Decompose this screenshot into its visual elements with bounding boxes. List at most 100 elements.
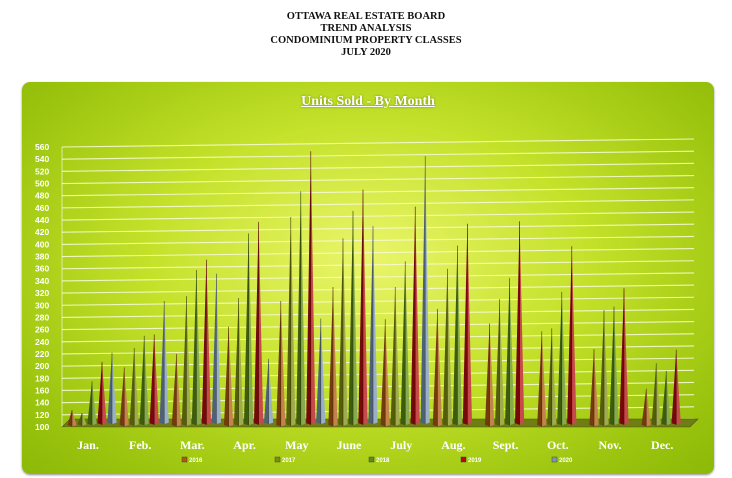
bar-2016-dec: [641, 388, 651, 427]
bar-2016-apr-dark-face: [224, 326, 229, 427]
gridline: [61, 187, 695, 197]
bar-2019-aug-light-face: [467, 223, 472, 425]
bar-2020-june: [368, 226, 378, 425]
bar-2016-may-dark-face: [276, 301, 281, 427]
x-tick-label-may: May: [285, 438, 308, 452]
bar-2018-dec: [661, 371, 671, 426]
bar-2017-mar-dark-face: [181, 296, 187, 426]
y-tick-label: 360: [35, 264, 49, 274]
bar-2019-may: [306, 151, 316, 425]
bar-2020-apr: [264, 358, 274, 425]
bar-2019-june: [358, 189, 368, 425]
bar-2019-oct: [567, 246, 577, 425]
legend-label-2017: 2017: [282, 458, 296, 464]
bar-2020-apr-dark-face: [264, 358, 269, 425]
bar-2019-nov-dark-face: [619, 288, 624, 425]
bar-2018-may-light-face: [300, 191, 306, 426]
x-tick-label-oct: Oct.: [547, 438, 569, 452]
bar-2016-jan-light-face: [72, 409, 77, 427]
bar-2017-dec: [651, 363, 661, 426]
bar-2019-dec: [671, 349, 681, 425]
bar-2017-aug: [442, 268, 452, 426]
bar-2020-feb: [159, 301, 169, 425]
y-tick-label: 480: [35, 191, 49, 201]
bar-2020-mar-dark-face: [211, 273, 217, 425]
y-tick-label: 220: [35, 349, 49, 359]
gridline: [61, 308, 695, 318]
bar-2019-jan-dark-face: [97, 361, 102, 425]
y-tick-label: 260: [35, 325, 49, 335]
gridline: [61, 284, 695, 294]
bar-2017-nov-dark-face: [599, 310, 604, 426]
y-tick-label: 240: [35, 337, 49, 347]
bar-2018-oct: [557, 291, 567, 426]
bar-2018-feb: [139, 335, 149, 426]
bar-2017-sept: [495, 299, 505, 426]
bar-2019-may-dark-face: [306, 151, 311, 425]
bar-2016-july-dark-face: [380, 319, 386, 427]
bar-2020-may-dark-face: [316, 318, 321, 425]
bar-2019-nov: [619, 288, 629, 425]
bar-2016-mar-dark-face: [171, 353, 177, 427]
bar-2019-june-light-face: [363, 189, 368, 425]
y-tick-label: 420: [35, 227, 49, 237]
bar-2018-june-light-face: [353, 210, 358, 426]
bar-2020-jan-dark-face: [107, 352, 112, 425]
bar-2017-may: [286, 217, 296, 426]
legend-swatch-2020: [551, 456, 558, 463]
bar-2016-nov-light-face: [594, 349, 599, 427]
bar-2018-oct-light-face: [561, 291, 567, 426]
bar-2017-oct-dark-face: [547, 328, 552, 426]
header-line-property-classes: CONDOMINIUM PROPERTY CLASSES: [270, 35, 462, 46]
bar-2020-mar: [211, 273, 221, 425]
bar-2016-aug: [432, 308, 442, 427]
gridline: [61, 333, 695, 343]
bar-2019-july-light-face: [415, 206, 420, 425]
bar-2020-july-light-face: [425, 156, 430, 425]
y-tick-label: 320: [35, 288, 49, 298]
bar-2018-jan-light-face: [92, 381, 97, 426]
bar-2019-sept: [515, 221, 525, 425]
gridline: [61, 357, 695, 367]
bar-2016-nov-dark-face: [589, 349, 594, 427]
bar-2018-feb-light-face: [144, 335, 149, 426]
bar-2018-jan-dark-face: [87, 381, 92, 426]
bar-2020-june-light-face: [373, 226, 378, 425]
bar-2016-oct: [537, 331, 547, 427]
bar-2019-aug-dark-face: [462, 223, 468, 425]
bar-2016-oct-light-face: [541, 331, 547, 427]
y-tick-label: 280: [35, 312, 49, 322]
bar-2019-mar-light-face: [206, 259, 211, 425]
bar-2019-apr-dark-face: [254, 221, 259, 425]
bar-2018-may-dark-face: [296, 191, 301, 426]
bar-2019-dec-light-face: [676, 349, 681, 425]
y-tick-label: 100: [35, 422, 49, 432]
bar-2017-june-dark-face: [338, 238, 343, 426]
bar-2016-jan-dark-face: [67, 409, 72, 427]
bar-2018-mar-dark-face: [191, 269, 197, 426]
bar-2020-feb-dark-face: [159, 301, 165, 425]
header-line-board: OTTAWA REAL ESTATE BOARD: [286, 11, 446, 22]
bar-2016-nov: [589, 349, 599, 427]
x-tick-label-dec: Dec.: [651, 438, 673, 452]
gridline: [61, 162, 695, 172]
bar-2019-nov-light-face: [624, 288, 629, 425]
bar-2016-oct-dark-face: [537, 331, 542, 427]
x-tick-label-july: July: [390, 438, 412, 452]
bar-2016-apr-light-face: [228, 326, 234, 427]
bar-2018-sept-light-face: [509, 277, 515, 426]
y-tick-label: 540: [35, 154, 49, 164]
bar-2019-aug: [462, 223, 472, 425]
legend-swatch-2017: [274, 456, 281, 463]
bar-2018-july-dark-face: [400, 261, 406, 426]
bar-2019-dec-dark-face: [671, 349, 677, 425]
bar-2020-may-light-face: [320, 318, 326, 425]
bar-2017-may-light-face: [290, 217, 296, 426]
bar-2019-feb: [149, 334, 159, 425]
x-tick-label-jan: Jan.: [77, 438, 99, 452]
report-header: OTTAWA REAL ESTATE BOARD TREND ANALYSIS …: [0, 11, 732, 59]
bar-2017-jan: [77, 413, 87, 426]
bar-2018-nov-light-face: [614, 306, 619, 426]
bar-2019-jan: [97, 361, 107, 425]
x-tick-label-nov: Nov.: [598, 438, 621, 452]
